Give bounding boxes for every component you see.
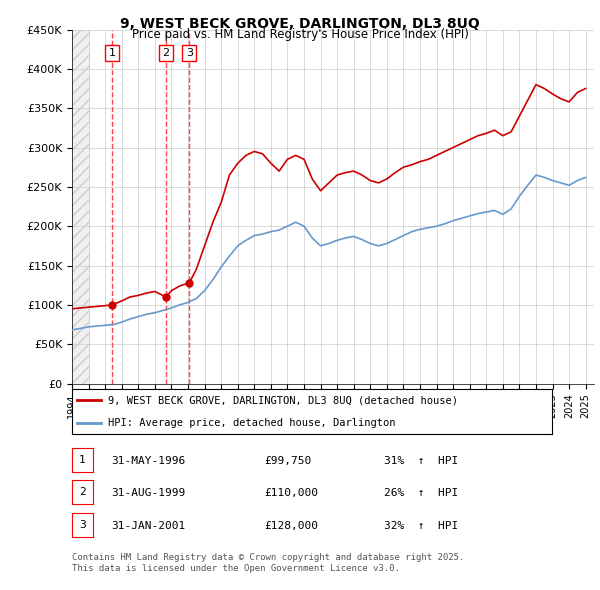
Text: 3: 3 <box>186 48 193 58</box>
Text: 31-JAN-2001: 31-JAN-2001 <box>111 520 185 530</box>
Text: £99,750: £99,750 <box>264 455 311 466</box>
Text: 32%  ↑  HPI: 32% ↑ HPI <box>384 520 458 530</box>
Text: £128,000: £128,000 <box>264 520 318 530</box>
Text: Contains HM Land Registry data © Crown copyright and database right 2025.
This d: Contains HM Land Registry data © Crown c… <box>72 553 464 572</box>
Text: 31-AUG-1999: 31-AUG-1999 <box>111 488 185 498</box>
Text: 3: 3 <box>79 520 86 530</box>
Text: 2: 2 <box>163 48 170 58</box>
Text: 26%  ↑  HPI: 26% ↑ HPI <box>384 488 458 498</box>
Text: 2: 2 <box>79 487 86 497</box>
Text: £110,000: £110,000 <box>264 488 318 498</box>
Text: HPI: Average price, detached house, Darlington: HPI: Average price, detached house, Darl… <box>108 418 395 428</box>
Text: 1: 1 <box>79 455 86 465</box>
Text: Price paid vs. HM Land Registry's House Price Index (HPI): Price paid vs. HM Land Registry's House … <box>131 28 469 41</box>
Bar <box>72 30 89 384</box>
Text: 9, WEST BECK GROVE, DARLINGTON, DL3 8UQ: 9, WEST BECK GROVE, DARLINGTON, DL3 8UQ <box>120 17 480 31</box>
Text: 31-MAY-1996: 31-MAY-1996 <box>111 455 185 466</box>
Text: 1: 1 <box>109 48 116 58</box>
Text: 31%  ↑  HPI: 31% ↑ HPI <box>384 455 458 466</box>
Bar <box>72 30 89 384</box>
Text: 9, WEST BECK GROVE, DARLINGTON, DL3 8UQ (detached house): 9, WEST BECK GROVE, DARLINGTON, DL3 8UQ … <box>108 395 458 405</box>
